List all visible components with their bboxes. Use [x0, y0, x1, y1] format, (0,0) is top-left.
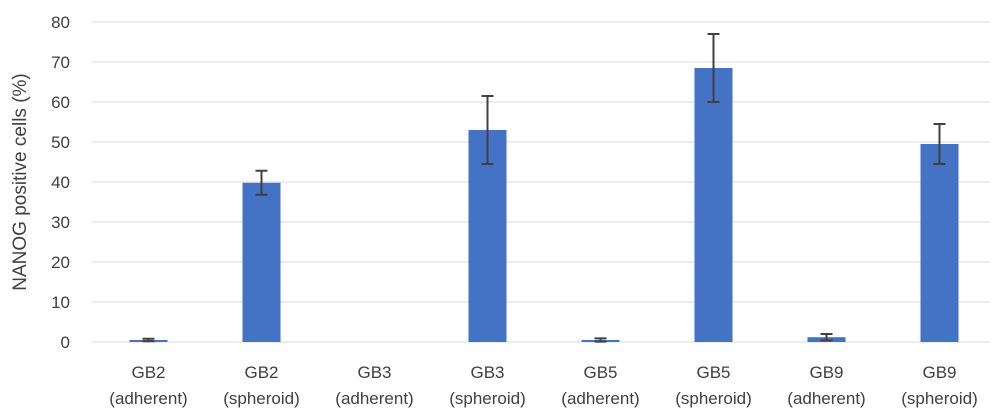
gridlines [92, 22, 990, 342]
x-tick-label: GB2 (adherent) [109, 363, 187, 408]
y-tick-label: 50 [51, 133, 70, 152]
x-tick-label: GB9 (adherent) [787, 363, 865, 408]
y-tick-label: 10 [51, 293, 70, 312]
y-tick-label: 30 [51, 213, 70, 232]
bar [695, 68, 733, 342]
x-tick-labels: GB2 (adherent) GB2 (spheroid) GB3 (adherent) G… [109, 363, 977, 408]
y-tick-label: 0 [61, 333, 70, 352]
y-tick-label: 80 [51, 13, 70, 32]
x-tick-label: GB5 (spheroid) [675, 363, 752, 408]
y-tick-label: 20 [51, 253, 70, 272]
x-tick-label: GB3 (adherent) [335, 363, 413, 408]
x-tick-label: GB3 (spheroid) [449, 363, 526, 408]
bars [130, 68, 959, 342]
y-tick-labels: 0 10 20 30 40 50 60 70 80 [51, 13, 70, 352]
x-tick-label: GB9 (spheroid) [901, 363, 978, 408]
bar [243, 183, 281, 342]
y-axis-title: NANOG positive cells (%) [10, 73, 31, 291]
y-tick-label: 40 [51, 173, 70, 192]
y-tick-label: 60 [51, 93, 70, 112]
x-tick-label: GB2 (spheroid) [223, 363, 300, 408]
y-tick-label: 70 [51, 53, 70, 72]
x-tick-label: GB5 (adherent) [561, 363, 639, 408]
bar [921, 144, 959, 342]
